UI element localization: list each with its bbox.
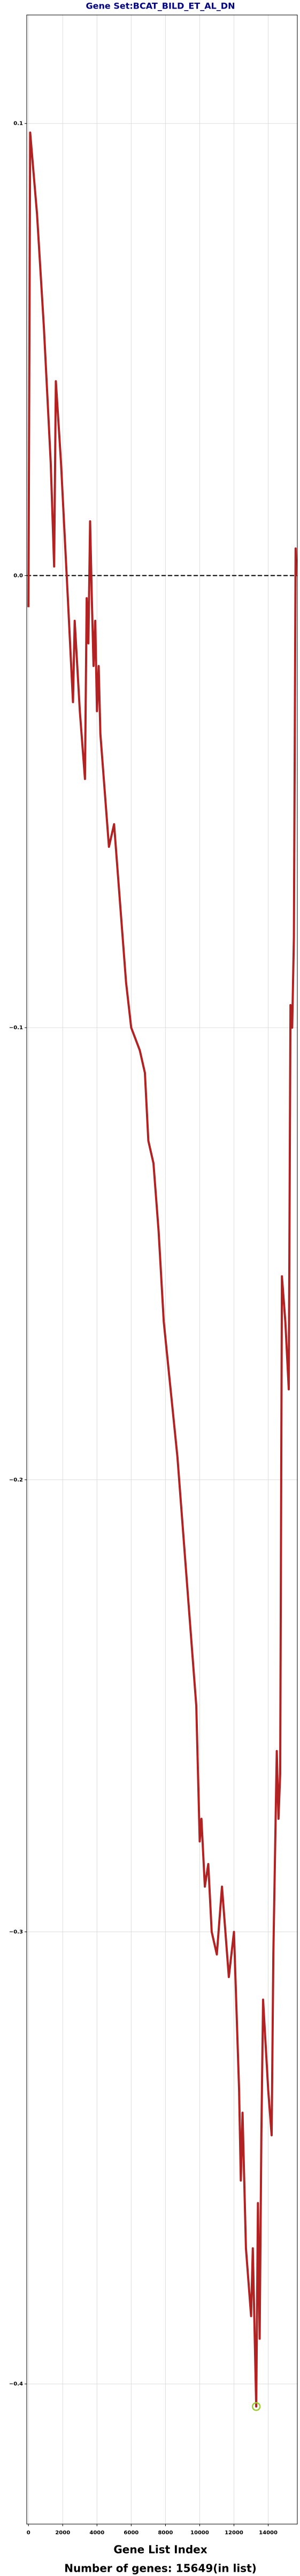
x-tick-label: 10000 bbox=[190, 2530, 209, 2536]
x-tick-label: 12000 bbox=[225, 2530, 243, 2536]
y-tick-label: −0.3 bbox=[9, 1929, 23, 1935]
enrichment-line bbox=[27, 131, 298, 2408]
x-tick-label: 4000 bbox=[89, 2530, 104, 2536]
x-tick-label: 8000 bbox=[158, 2530, 173, 2536]
chart-title: Gene Set:BCAT_BILD_ET_AL_DN bbox=[86, 1, 235, 11]
y-tick-label: −0.4 bbox=[9, 2381, 23, 2387]
y-tick-label: 0.0 bbox=[13, 573, 23, 579]
x-tick-label: 14000 bbox=[259, 2530, 278, 2536]
footnote: Number of genes: 15649(in list) bbox=[64, 2562, 257, 2575]
x-axis-label: Gene List Index bbox=[113, 2543, 207, 2556]
y-tick-label: −0.2 bbox=[9, 1477, 23, 1483]
x-tick-label: 6000 bbox=[124, 2530, 139, 2536]
y-tick-label: −0.1 bbox=[9, 1025, 23, 1031]
y-tick-label: 0.1 bbox=[13, 121, 23, 127]
x-tick-label: 2000 bbox=[55, 2530, 70, 2536]
x-tick-label: 0 bbox=[27, 2530, 30, 2536]
min-marker bbox=[251, 2402, 261, 2411]
plot-frame bbox=[26, 14, 298, 2525]
